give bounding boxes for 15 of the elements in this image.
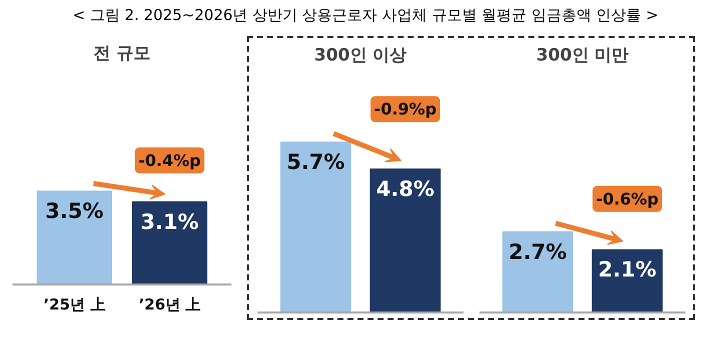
text: < 그림 2. 2025~2026년 상반기 상용근로자 사업체 규모별 월평균 임금총액 인상률 >	[72, 5, 658, 26]
data-label: 4.8%	[376, 176, 434, 201]
x-tick-label: ’25년 上	[43, 296, 106, 314]
data-label: 2.7%	[508, 240, 567, 264]
data-label: 5.7%	[286, 150, 345, 174]
text: -0.6%p	[596, 189, 659, 208]
data-label: 2.1%	[598, 258, 656, 282]
chart-title: 300인 이상	[314, 46, 407, 66]
data-label: 3.1%	[140, 210, 199, 234]
text: -0.9%p	[374, 100, 437, 119]
data-label: 3.5%	[45, 199, 104, 224]
x-tick-label: ’26년 上	[138, 296, 201, 314]
chart-title: 300인 미만	[536, 46, 629, 66]
text: -0.4%p	[138, 150, 201, 170]
chart-title: 전 규모	[94, 44, 150, 64]
